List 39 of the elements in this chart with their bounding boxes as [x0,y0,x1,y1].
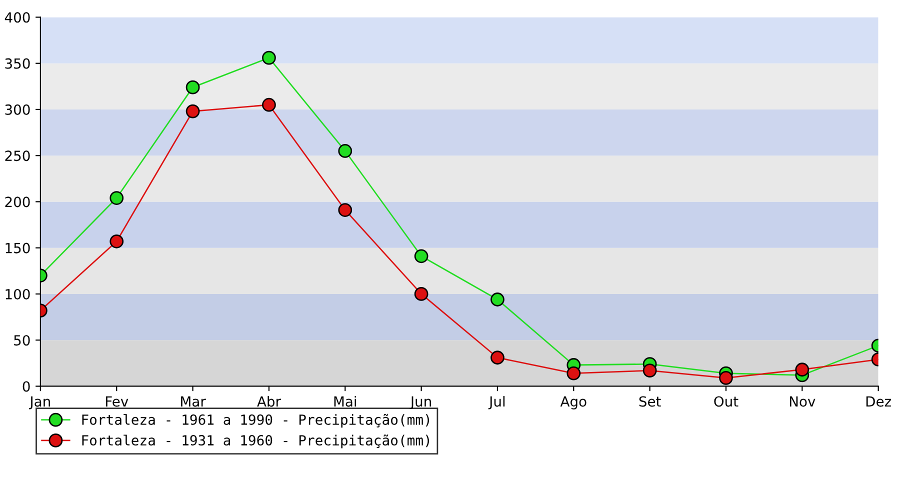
y-tick-label: 200 [5,196,30,208]
legend-label: Fortaleza - 1961 a 1990 - Precipitação(mm) [82,414,430,428]
x-tick-label: Mar [181,396,206,407]
y-tick-label: 250 [5,150,30,162]
point [795,362,810,377]
point [186,104,200,118]
point [338,203,352,217]
y-tick-label: 150 [6,242,30,254]
y-tick-label: 350 [5,58,30,69]
x-tick-label: Abr [257,396,281,407]
point [110,234,124,248]
point [642,364,657,378]
point [490,350,504,365]
point [338,144,352,158]
y-tick-label: 100 [6,288,30,300]
point [719,370,733,385]
point [186,80,200,94]
y-tick-label: 400 [4,12,30,23]
x-tick-label: Jan [29,396,50,410]
y-tick-label: 300 [5,104,30,115]
x-tick-label: Jun [410,396,431,410]
y-tick-label: 50 [14,335,30,346]
x-tick-label: Out [714,396,738,407]
point [110,191,124,205]
legend-label: Fortaleza - 1931 a 1960 - Precipitação(mm) [82,434,430,448]
point [414,249,428,264]
x-tick-label: Jul [488,396,505,410]
point [490,292,504,306]
x-tick-label: Set [639,396,661,407]
x-tick-label: Nov [790,396,816,407]
x-tick-label: Ago [560,396,586,410]
point [566,366,581,380]
point [414,287,428,301]
point [262,50,276,65]
point [262,98,276,112]
x-tick-label: Fev [106,396,128,407]
x-tick-label: Dez [866,396,891,407]
x-tick-label: Mai [334,396,356,407]
y-tick-label: 0 [22,381,30,392]
